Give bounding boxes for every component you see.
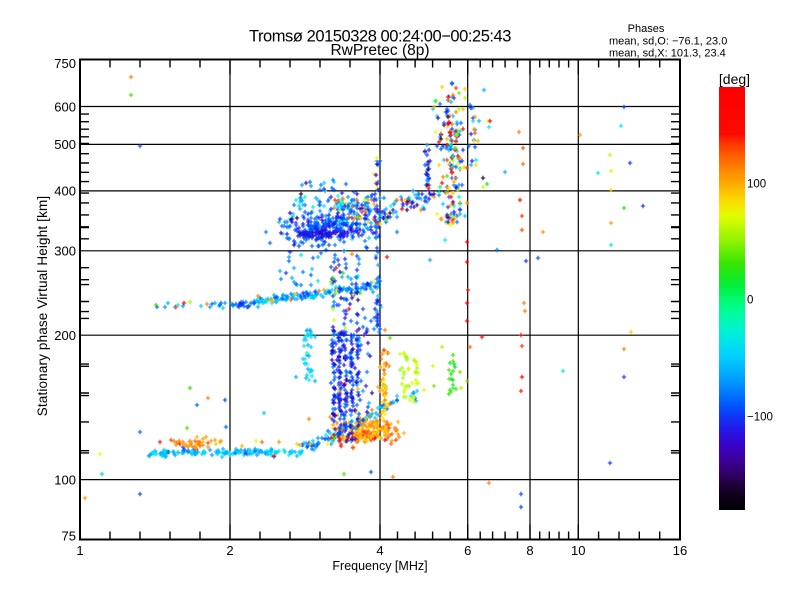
svg-text:300: 300	[54, 244, 76, 259]
svg-text:6: 6	[464, 543, 471, 558]
svg-text:0: 0	[747, 295, 753, 307]
svg-text:1: 1	[76, 543, 83, 558]
svg-text:750: 750	[54, 56, 76, 71]
svg-text:16: 16	[673, 543, 687, 558]
svg-text:200: 200	[54, 328, 76, 343]
svg-text:4: 4	[376, 543, 383, 558]
svg-text:100: 100	[54, 472, 76, 487]
svg-text:100: 100	[747, 179, 766, 191]
svg-text:10: 10	[571, 543, 585, 558]
svg-text:[deg]: [deg]	[719, 71, 750, 87]
svg-text:2: 2	[226, 543, 233, 558]
svg-text:400: 400	[54, 184, 76, 199]
svg-text:Phases: Phases	[628, 23, 665, 35]
svg-text:Tromsø 20150328 00:24:00−00:25: Tromsø 20150328 00:24:00−00:25:43	[249, 28, 511, 46]
svg-text:mean, sd,X: 101.3, 23.4: mean, sd,X: 101.3, 23.4	[609, 48, 726, 60]
svg-text:600: 600	[54, 99, 76, 114]
svg-text:RwPretec (8p): RwPretec (8p)	[330, 42, 429, 59]
svg-text:Frequency [MHz]: Frequency [MHz]	[332, 559, 427, 573]
svg-text:−100: −100	[747, 412, 773, 424]
svg-text:Stationary phase Virtual Heigh: Stationary phase Virtual Height [km]	[35, 196, 50, 417]
svg-text:75: 75	[62, 529, 76, 544]
svg-text:mean, sd,O: −76.1, 23.0: mean, sd,O: −76.1, 23.0	[609, 36, 727, 48]
svg-text:500: 500	[54, 137, 76, 152]
svg-text:8: 8	[526, 543, 533, 558]
